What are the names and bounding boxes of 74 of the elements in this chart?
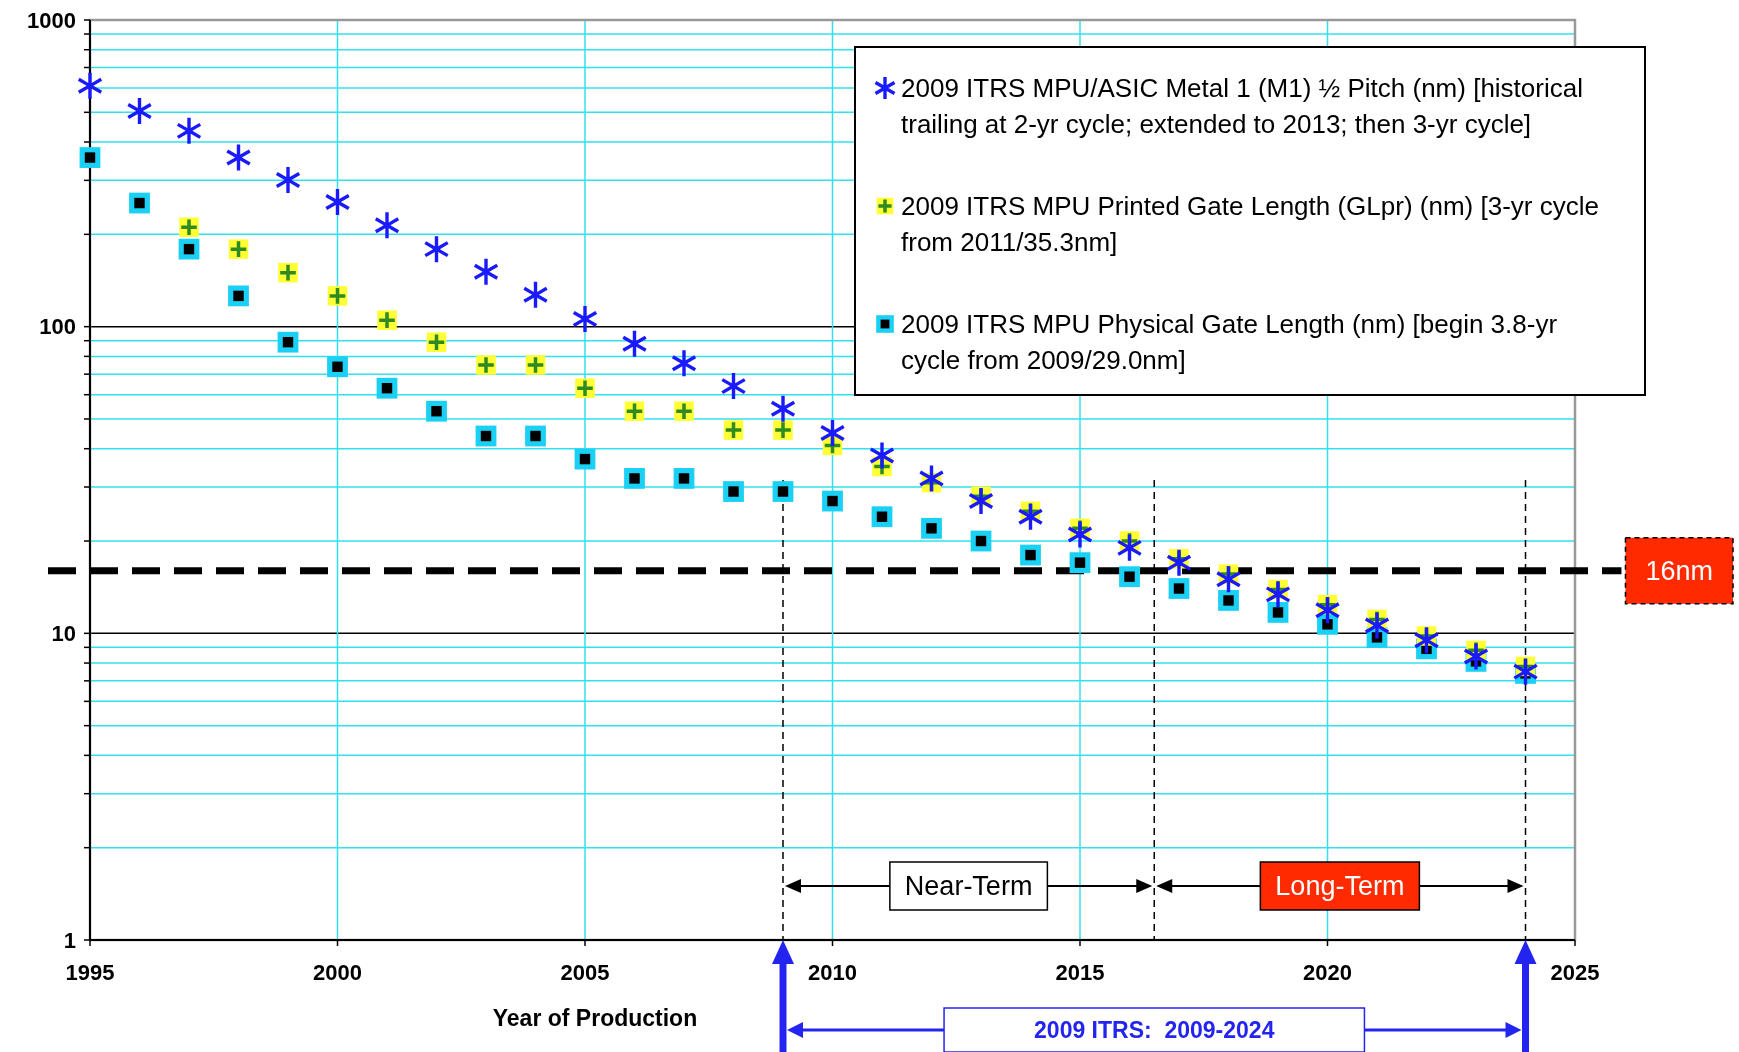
point	[1414, 627, 1439, 654]
point	[622, 330, 647, 357]
point	[921, 517, 942, 539]
x-axis-title: Year of Production	[492, 1005, 698, 1031]
point	[426, 400, 447, 422]
point	[327, 356, 348, 378]
point	[1267, 602, 1289, 623]
point	[1020, 544, 1041, 566]
point	[968, 488, 994, 515]
y-tick-label: 100	[39, 314, 76, 340]
y-tick-label: 10	[51, 621, 76, 647]
point	[77, 72, 103, 99]
point	[574, 448, 596, 470]
point	[671, 350, 697, 377]
point	[770, 395, 796, 422]
point	[178, 238, 200, 260]
x-tick-label: 2015	[1055, 960, 1105, 985]
point	[1218, 590, 1239, 611]
point	[1119, 566, 1140, 588]
point	[1513, 658, 1538, 685]
point	[1463, 643, 1489, 670]
point	[1364, 612, 1390, 639]
point	[275, 166, 301, 193]
point	[1069, 552, 1091, 574]
x-tick-label: 2010	[808, 960, 857, 985]
point	[473, 258, 499, 285]
point	[822, 490, 843, 512]
point	[919, 465, 944, 492]
point	[374, 212, 400, 239]
point	[226, 144, 251, 171]
x-tick-label: 2000	[313, 960, 362, 985]
point	[1265, 581, 1291, 608]
point	[772, 481, 794, 502]
point	[1166, 549, 1192, 576]
x-tick-label: 2025	[1550, 960, 1600, 985]
point	[871, 506, 893, 528]
text: 2009 ITRS: 2009-2024	[1034, 1017, 1275, 1044]
point	[129, 192, 150, 214]
y-tick-label: 1	[63, 927, 76, 953]
x-tick-label: 1995	[65, 960, 115, 985]
point	[424, 236, 449, 263]
point	[525, 425, 546, 447]
point	[1018, 503, 1043, 530]
legend-label: 2009 ITRS MPU Physical Gate Length (nm) [begin 3.8-yr cycle from 2009/29.0nm]	[901, 309, 1558, 376]
legend-label: 2009 ITRS MPU/ASIC Metal 1 (M1) ½ Pitch (nm) [historical trailing at 2-yr cycle; extended to 2013; then 3-yr cycle]	[901, 73, 1583, 140]
point	[1117, 534, 1142, 561]
point	[475, 425, 497, 447]
point	[970, 530, 992, 552]
y-tick-label: 1000	[27, 7, 76, 33]
point	[869, 442, 895, 469]
x-tick-label: 2020	[1303, 960, 1352, 985]
point	[523, 281, 548, 308]
legend-label: 2009 ITRS MPU Printed Gate Length (GLpr) (nm) [3-yr cycle from 2011/35.3nm]	[901, 191, 1599, 258]
point	[325, 188, 350, 215]
x-tick-label: 2005	[560, 960, 610, 985]
point	[572, 305, 598, 332]
point	[1315, 597, 1340, 624]
point	[624, 468, 645, 489]
point	[176, 117, 202, 144]
point	[376, 377, 398, 399]
point	[1216, 566, 1241, 593]
point	[721, 373, 746, 400]
point	[228, 285, 249, 307]
ref-line-label: 16nm	[1645, 556, 1713, 587]
point	[673, 468, 695, 489]
point	[820, 420, 845, 447]
point	[79, 147, 101, 168]
point	[127, 97, 152, 124]
point	[1067, 521, 1093, 548]
annotation: Near-Term	[904, 871, 1033, 902]
point	[723, 481, 744, 502]
annotation: Long-Term	[1275, 871, 1405, 902]
point	[1168, 578, 1190, 599]
point	[277, 331, 299, 353]
